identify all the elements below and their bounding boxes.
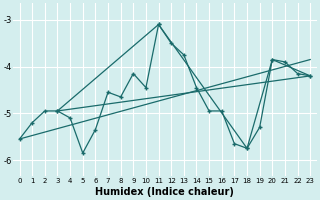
X-axis label: Humidex (Indice chaleur): Humidex (Indice chaleur) bbox=[95, 187, 234, 197]
